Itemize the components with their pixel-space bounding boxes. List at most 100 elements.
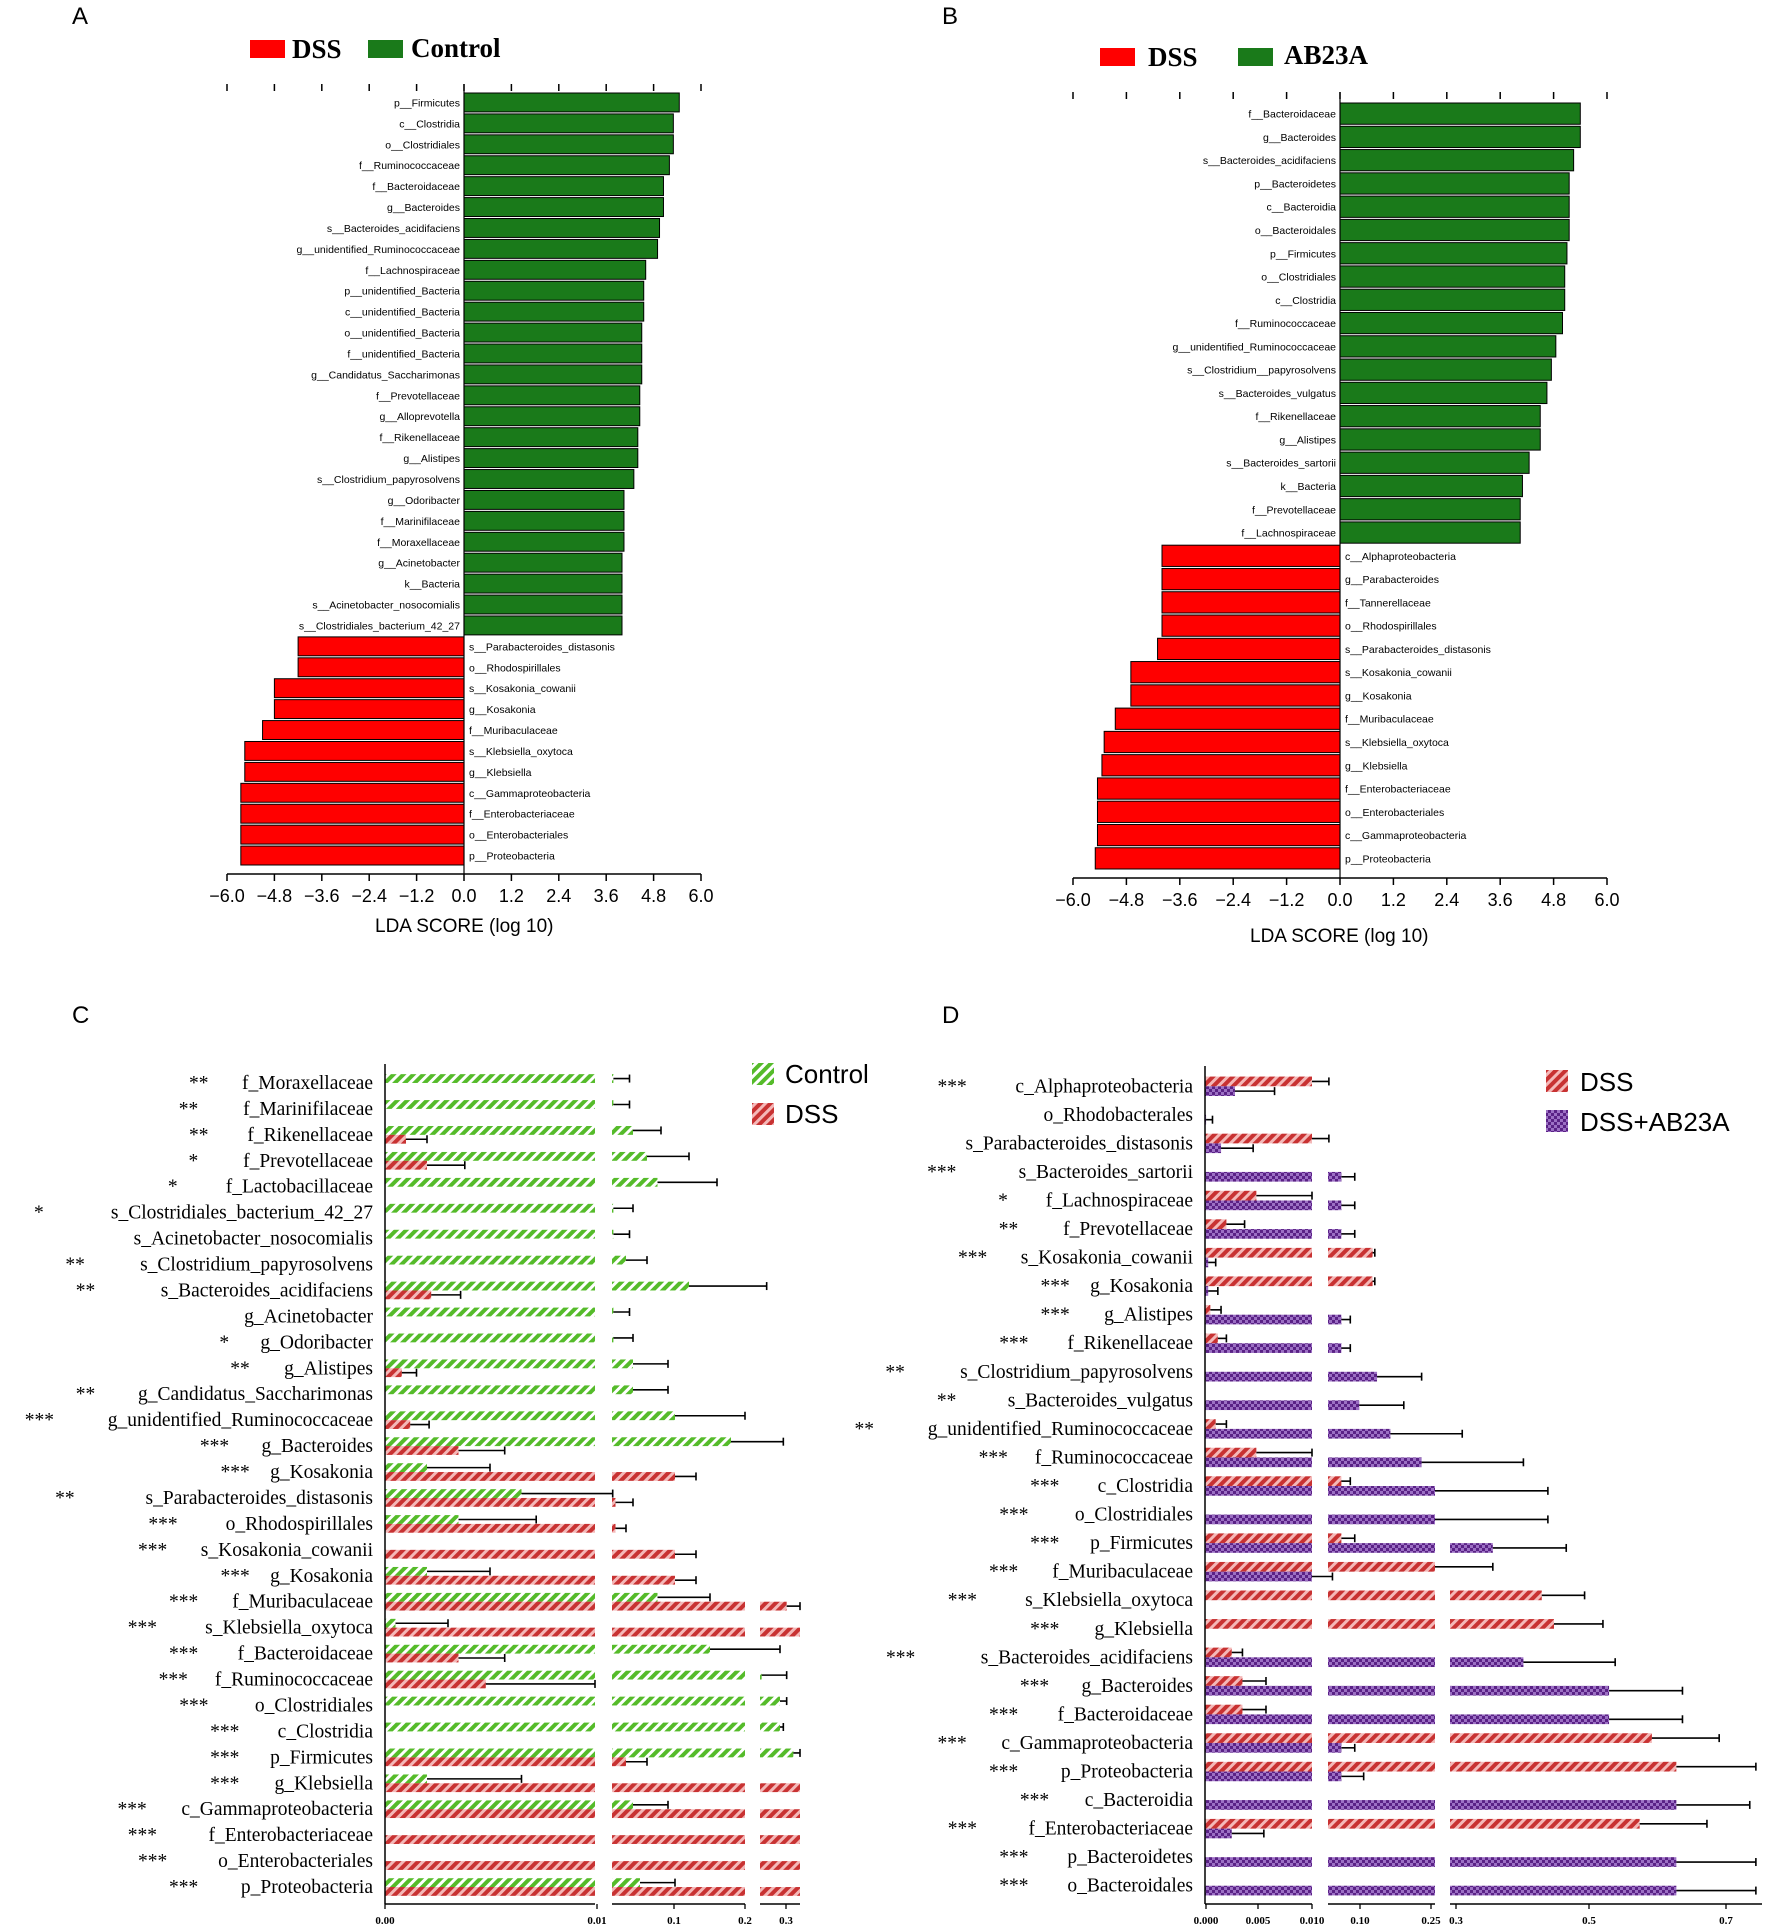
bar-Control-o_Clostridiales [760, 1696, 780, 1706]
bar-Control-f_Marinifilaceae [385, 1100, 595, 1109]
significance-stars: *** [1030, 1533, 1059, 1554]
bar-DSS+AB23A-c_Clostridia [1205, 1486, 1312, 1496]
bar-Control-f_Ruminococcaceae [760, 1670, 762, 1680]
bar-DSS-g_Kosakonia [385, 1472, 595, 1481]
category-label: g__Alistipes [1279, 434, 1336, 446]
bar-DSS-f_Enterobacteriaceae [760, 1835, 800, 1844]
category-label: g__Bacteroides [387, 202, 460, 214]
bar-DSS-g_Klebsiella [760, 1783, 800, 1793]
bar-DSS-g_Klebsiella [612, 1783, 745, 1793]
bar-Control-s_Bacteroides_acidifaciens [385, 1281, 595, 1291]
category-label: g__Parabacteroides [1345, 574, 1439, 586]
category-label: g_Kosakonia [270, 1462, 373, 1483]
bar-f__Lachnospiraceae [463, 259, 647, 280]
bar-DSS+AB23A-f_Rikenellaceae [1328, 1343, 1342, 1353]
x-tick-label: 0.5 [1582, 1915, 1596, 1927]
bar-DSS+AB23A-p_Proteobacteria [1328, 1771, 1342, 1782]
legend-label-ab23a: AB23A [1284, 40, 1369, 70]
bar-DSS-g_Klebsiella [385, 1783, 595, 1793]
bar-DSS-g_Bacteroides [1205, 1676, 1243, 1686]
category-label: g__Acinetobacter [378, 558, 460, 570]
panel-label-c: C [72, 1002, 89, 1029]
x-tick-label: −4.8 [1109, 890, 1145, 910]
bar-DSS-s_Klebsiella_oxytoca [612, 1627, 745, 1637]
bar-s__Clostridiales_bacterium_42_27 [463, 615, 623, 636]
category-label: f_Ruminococcaceae [215, 1670, 373, 1691]
bar-DSS-s_Bacteroides_acidifaciens [385, 1290, 432, 1300]
category-label: g_Klebsiella [274, 1773, 373, 1794]
category-label: o_Clostridiales [255, 1695, 373, 1716]
bar-f__Bacteroidaceae [463, 176, 664, 197]
category-label: p__Firmicutes [1270, 248, 1336, 260]
bar-k__Bacteria [463, 573, 623, 594]
bar-DSS-s_Kosakonia_cowanii [1205, 1247, 1312, 1258]
category-label: f_Muribaculaceae [1052, 1562, 1193, 1583]
bar-p__Proteobacteria [1094, 847, 1341, 870]
category-label: g__unidentified_Ruminococcaceae [297, 244, 461, 256]
bar-s__Kosakonia_cowanii [1130, 661, 1341, 684]
legend-label-dss-ab23a: DSS+AB23A [1580, 1107, 1730, 1137]
bar-Control-f_Bacteroidaceae [612, 1644, 710, 1654]
category-label: c_Gammaproteobacteria [1001, 1733, 1193, 1754]
bar-DSS+AB23A-s_Bacteroides_sartorii [1328, 1171, 1342, 1182]
bar-DSS+AB23A-s_Bacteroides_sartorii [1205, 1171, 1312, 1182]
bar-Control-f_Ruminococcaceae [612, 1670, 745, 1680]
bar-s__Kosakonia_cowanii [273, 678, 465, 699]
significance-stars: *** [1040, 1305, 1069, 1326]
x-tick-label: 0.10 [1350, 1915, 1370, 1927]
bar-DSS+AB23A-o_Bacteroidales [1205, 1885, 1312, 1896]
bar-DSS-s_Klebsiella_oxytoca [385, 1627, 595, 1637]
significance-stars: *** [989, 1562, 1018, 1583]
category-label: p_Bacteroidetes [1067, 1847, 1193, 1868]
significance-stars: * [188, 1151, 198, 1172]
bar-DSS+AB23A-o_Bacteroidales [1450, 1885, 1677, 1896]
bar-DSS-f_Muribaculaceae [1205, 1561, 1312, 1572]
bar-DSS-f_Ruminococcaceae [385, 1679, 486, 1689]
legend-swatch-control [752, 1063, 774, 1085]
bar-DSS-f_Lachnospiraceae [1205, 1190, 1257, 1201]
category-label: f_Muribaculaceae [232, 1592, 373, 1613]
significance-stars: ** [65, 1255, 85, 1276]
category-label: s_Bacteroides_sartorii [1019, 1162, 1194, 1183]
bar-DSS-o_Enterobacteriales [385, 1861, 595, 1870]
bar-Control-g_unidentified_Ruminococcaceae [612, 1411, 675, 1421]
bar-f__Prevotellaceae [1339, 498, 1521, 521]
category-label: o__Rhodospirillales [469, 662, 561, 674]
bar-s__Bacteroides_vulgatus [1339, 381, 1548, 405]
category-label: g__unidentified_Ruminococcaceae [1173, 341, 1337, 353]
category-label: s_Clostridium_papyrosolvens [140, 1255, 373, 1276]
x-tick-label: 0.010 [1300, 1915, 1325, 1927]
panel-d: c_Alphaproteobacteria***o_Rhodobacterale… [855, 1066, 1762, 1927]
bar-Control-g_Odoribacter [385, 1333, 595, 1343]
bar-g__Klebsiella [244, 761, 465, 782]
x-tick-label: 0.25 [1421, 1915, 1441, 1927]
category-label: f__Enterobacteriaceae [1345, 784, 1451, 796]
category-label: s_Bacteroides_acidifaciens [161, 1280, 373, 1301]
bar-Control-c_Clostridia [760, 1722, 780, 1732]
category-label: c_Bacteroidia [1085, 1790, 1194, 1811]
category-label: f__Muribaculaceae [1345, 714, 1434, 726]
significance-stars: *** [210, 1773, 239, 1794]
bar-DSS-o_Rhodospirillales [385, 1523, 595, 1533]
bar-s__Bacteroides_sartorii [1339, 451, 1530, 474]
category-label: g__Candidatus_Saccharimonas [311, 369, 460, 381]
bar-g__unidentified_Ruminococcaceae [1339, 335, 1557, 358]
bar-DSS-s_Klebsiella_oxytoca [760, 1627, 800, 1637]
bar-Control-g_Klebsiella [385, 1774, 427, 1784]
bar-DSS-f_Muribaculaceae [1328, 1561, 1435, 1572]
category-label: c_Gammaproteobacteria [181, 1799, 373, 1820]
bar-DSS-c_Gammaproteobacteria [1205, 1733, 1312, 1743]
x-tick-label: 1.2 [499, 886, 524, 906]
bar-DSS+AB23A-f_Bacteroidaceae [1205, 1714, 1312, 1725]
category-label: f_Lactobacillaceae [226, 1177, 373, 1198]
panel-a: p__Firmicutes c__Clostridia o__Clostridial… [209, 83, 714, 906]
category-label: s__Acinetobacter_nosocomialis [312, 600, 460, 612]
bar-o__Enterobacteriales [1096, 800, 1341, 823]
category-label: s__Bacteroides_acidifaciens [1203, 155, 1336, 167]
bar-g__Odoribacter [463, 489, 625, 510]
bar-Control-g_Odoribacter [612, 1333, 614, 1343]
bar-g__Acinetobacter [463, 552, 623, 573]
legend-c: Control DSS [752, 1059, 869, 1129]
bar-s__Clostridium_papyrosolvens [463, 469, 635, 489]
x-tick-label: −3.6 [1162, 890, 1198, 910]
